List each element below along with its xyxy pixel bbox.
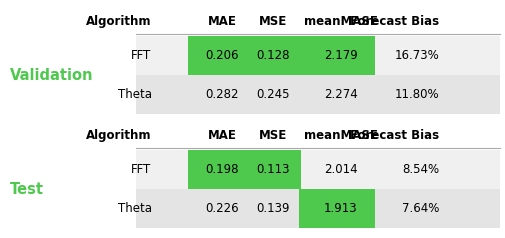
Text: 2.179: 2.179 xyxy=(324,49,358,62)
Text: 0.282: 0.282 xyxy=(206,88,239,101)
Text: Theta: Theta xyxy=(118,203,152,215)
Text: 1.913: 1.913 xyxy=(324,203,358,215)
Text: Forecast Bias: Forecast Bias xyxy=(350,129,439,142)
Text: MAE: MAE xyxy=(208,129,237,142)
Bar xyxy=(136,189,500,228)
Text: FFT: FFT xyxy=(131,49,152,62)
Text: FFT: FFT xyxy=(131,164,152,176)
Text: meanMASE: meanMASE xyxy=(304,15,378,28)
Text: 0.113: 0.113 xyxy=(256,164,289,176)
Bar xyxy=(238,150,301,189)
Bar xyxy=(188,36,251,75)
Text: 0.206: 0.206 xyxy=(206,49,239,62)
Bar xyxy=(136,36,500,75)
Bar xyxy=(136,150,500,189)
Text: 0.198: 0.198 xyxy=(206,164,239,176)
Bar xyxy=(299,36,375,75)
Text: Algorithm: Algorithm xyxy=(86,15,152,28)
Text: MAE: MAE xyxy=(208,15,237,28)
Text: 7.64%: 7.64% xyxy=(402,203,439,215)
Text: MSE: MSE xyxy=(259,129,287,142)
Bar xyxy=(136,75,500,114)
Text: Theta: Theta xyxy=(118,88,152,101)
Text: Forecast Bias: Forecast Bias xyxy=(350,15,439,28)
Text: 11.80%: 11.80% xyxy=(395,88,439,101)
Text: Validation: Validation xyxy=(10,68,93,83)
Text: Test: Test xyxy=(10,182,44,197)
Text: MSE: MSE xyxy=(259,15,287,28)
Text: 0.226: 0.226 xyxy=(206,203,239,215)
Text: 0.128: 0.128 xyxy=(256,49,289,62)
Text: 0.245: 0.245 xyxy=(256,88,289,101)
Text: 8.54%: 8.54% xyxy=(402,164,439,176)
Bar xyxy=(299,189,375,228)
Text: 2.014: 2.014 xyxy=(324,164,358,176)
Bar xyxy=(238,36,301,75)
Text: meanMASE: meanMASE xyxy=(304,129,378,142)
Text: 2.274: 2.274 xyxy=(324,88,358,101)
Text: 16.73%: 16.73% xyxy=(394,49,439,62)
Bar xyxy=(188,150,251,189)
Text: 0.139: 0.139 xyxy=(256,203,289,215)
Text: Algorithm: Algorithm xyxy=(86,129,152,142)
